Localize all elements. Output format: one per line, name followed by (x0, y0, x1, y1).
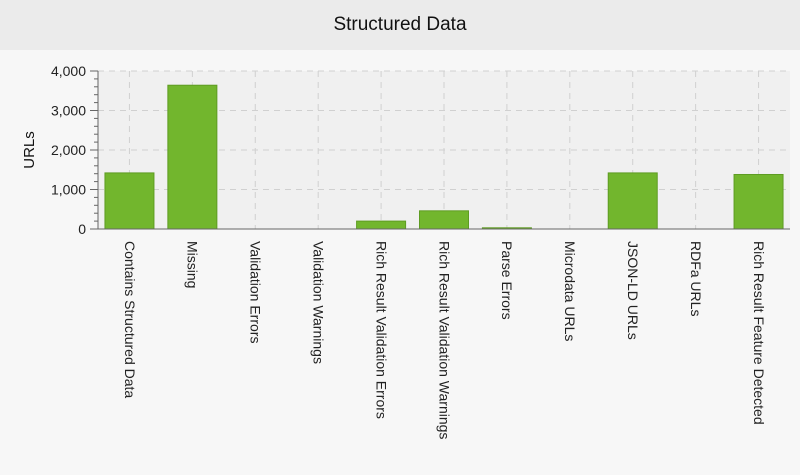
y-tick-label: 3,000 (51, 103, 86, 119)
category-label: Microdata URLs (562, 241, 578, 341)
category-label: Missing (185, 241, 201, 288)
y-tick-label: 1,000 (51, 182, 86, 198)
category-label: Rich Result Validation Warnings (436, 241, 452, 439)
bar-chart: 0 1,000 2,000 3,000 4,000 Contains Structure… (21, 63, 790, 439)
bar-1 (104, 172, 155, 230)
y-tick-label: 0 (78, 221, 86, 237)
y-axis-title: URLs (21, 131, 38, 169)
category-label: Parse Errors (499, 241, 515, 320)
axes (90, 70, 790, 230)
y-tick-label: 2,000 (51, 142, 86, 158)
y-tick-label: 4,000 (51, 63, 86, 79)
category-label: Validation Errors (248, 241, 264, 343)
bar-2 (167, 84, 218, 230)
bar-6 (419, 210, 469, 230)
bar-11 (733, 173, 784, 230)
category-label: Rich Result Feature Detected (751, 241, 767, 425)
category-label: RDFa URLs (688, 241, 704, 316)
category-label: Validation Warnings (310, 241, 326, 364)
bar-9 (607, 172, 658, 230)
category-label: Rich Result Validation Errors (373, 241, 389, 419)
chart-title-bar: Structured Data (0, 0, 800, 50)
y-tick-labels: 0 1,000 2,000 3,000 4,000 (51, 63, 86, 237)
category-labels: Contains Structured Data Missing Validatio… (122, 241, 767, 439)
bar-5 (356, 220, 407, 230)
category-label: JSON-LD URLs (625, 241, 641, 340)
category-label: Contains Structured Data (122, 241, 138, 398)
chart-title: Structured Data (333, 14, 467, 35)
